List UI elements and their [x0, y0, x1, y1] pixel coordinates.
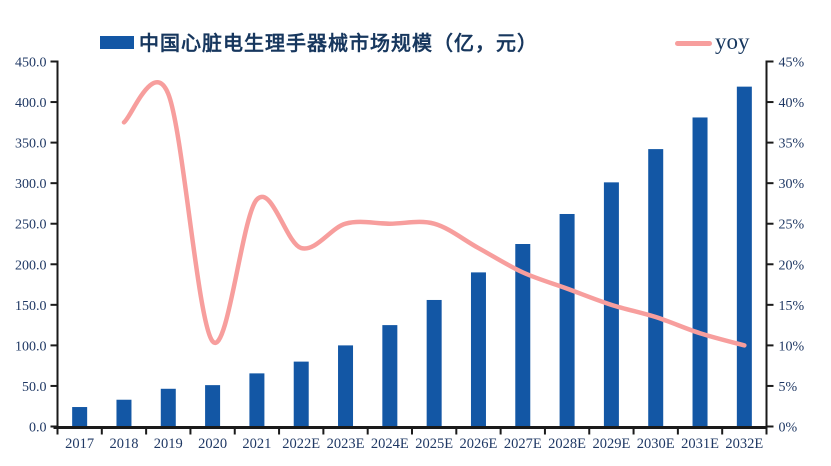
bar-2022E: [293, 361, 309, 427]
bar-2028E: [559, 213, 575, 427]
left-y-tick-label: 350.0: [15, 137, 47, 152]
bar-2023E: [338, 345, 354, 427]
x-tick-label: 2032E: [725, 436, 763, 452]
bar-2031E: [692, 117, 708, 427]
x-tick-label: 2020: [198, 436, 227, 452]
left-y-tick-label: 300.0: [15, 177, 47, 192]
left-y-tick-label: 0.0: [29, 421, 47, 436]
x-tick-label: 2021: [242, 436, 271, 452]
bar-2020: [205, 385, 221, 427]
x-tick-label: 2031E: [681, 436, 719, 452]
left-y-tick-label: 100.0: [15, 339, 47, 354]
left-y-tick-label: 200.0: [15, 258, 47, 273]
x-tick-label: 2018: [109, 436, 138, 452]
right-y-tick-label: 30%: [779, 177, 805, 192]
right-y-tick-label: 45%: [779, 56, 805, 71]
legend-bar-label: 中国心脏电生理手器械市场规模（亿，元）: [139, 33, 538, 55]
bar-2021: [249, 373, 265, 427]
right-y-tick-label: 20%: [779, 258, 805, 273]
x-tick-label: 2022E: [282, 436, 320, 452]
right-y-tick-label: 0%: [779, 421, 798, 436]
left-y-tick-label: 50.0: [22, 380, 47, 395]
right-y-tick-label: 40%: [779, 96, 805, 111]
x-tick-label: 2019: [154, 436, 183, 452]
x-tick-label: 2028E: [548, 436, 586, 452]
bar-2026E: [470, 272, 486, 427]
x-tick-label: 2025E: [415, 436, 453, 452]
bar-2032E: [736, 86, 752, 427]
yoy-line: [121, 80, 747, 348]
x-tick-label: 2017: [65, 436, 94, 452]
right-y-tick-label: 25%: [779, 218, 805, 233]
x-tick-label: 2029E: [592, 436, 630, 452]
bar-2017: [72, 407, 88, 427]
legend-yoy-label: yoy: [715, 29, 750, 54]
right-y-tick-label: 15%: [779, 299, 805, 314]
legend-bar-swatch: [100, 36, 134, 49]
x-tick-label: 2026E: [460, 436, 498, 452]
left-y-tick-label: 150.0: [15, 299, 47, 314]
x-tick-label: 2024E: [371, 436, 409, 452]
right-y-tick-label: 10%: [779, 339, 805, 354]
legend-yoy-line-swatch: [675, 41, 712, 46]
bar-2025E: [426, 299, 442, 427]
x-tick-label: 2023E: [327, 436, 365, 452]
bar-2024E: [382, 325, 398, 427]
x-tick-label: 2027E: [504, 436, 542, 452]
left-y-tick-label: 250.0: [15, 218, 47, 233]
left-y-tick-label: 400.0: [15, 96, 47, 111]
right-y-tick-label: 5%: [779, 380, 798, 395]
bar-2019: [160, 388, 176, 427]
bar-2027E: [515, 244, 531, 427]
x-tick-label: 2030E: [637, 436, 675, 452]
bar-2030E: [648, 149, 664, 427]
left-y-tick-label: 450.0: [15, 56, 47, 71]
bar-2018: [116, 399, 132, 427]
right-y-tick-label: 35%: [779, 137, 805, 152]
